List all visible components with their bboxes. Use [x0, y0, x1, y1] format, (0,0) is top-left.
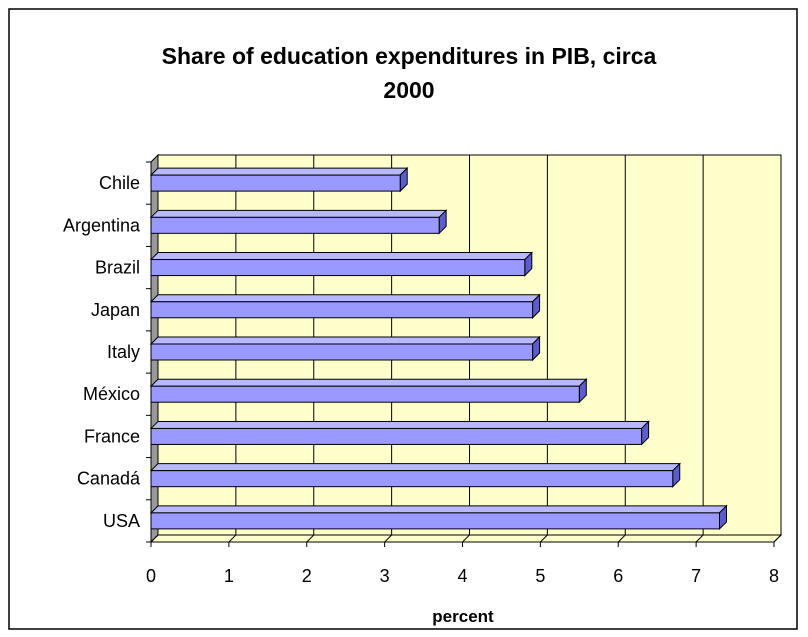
floor-gridline	[150, 534, 159, 543]
bar-front-face	[150, 174, 401, 192]
value-axis: 0 1 2 3 4 5 6 7 8	[146, 566, 779, 586]
bar-front-face	[150, 512, 720, 530]
y-tick-label: Italy	[107, 342, 140, 362]
bar-top-face	[149, 505, 728, 514]
bar-top-face	[149, 463, 681, 472]
floor-gridline	[384, 534, 392, 543]
bar-front-face	[150, 427, 643, 445]
x-axis-title: percent	[432, 607, 494, 626]
bar	[149, 251, 534, 277]
bar-front-face	[150, 301, 534, 319]
floor-gridline	[617, 534, 626, 543]
bar-front-face	[150, 216, 440, 234]
bar-top-face	[149, 252, 534, 261]
y-tick-label: France	[84, 426, 140, 446]
bar	[149, 462, 681, 488]
bar-series	[149, 166, 728, 531]
bar-front-face	[150, 259, 526, 277]
x-tick-label: 2	[302, 566, 312, 586]
bar-top-face	[149, 209, 448, 218]
x-tick-label: 5	[535, 566, 545, 586]
bar-top-face	[149, 336, 541, 345]
floor-gridline	[306, 534, 315, 543]
y-tick-label: México	[83, 384, 140, 404]
bar-front-face	[150, 343, 534, 361]
floor-gridline	[695, 534, 704, 543]
x-tick-label: 7	[691, 566, 701, 586]
floor-gridline	[228, 534, 237, 543]
y-tick-label: Japan	[91, 300, 140, 320]
y-tick-label: Chile	[99, 173, 140, 193]
category-axis: Chile Argentina Brazil Japan Italy México Fran…	[63, 173, 141, 531]
y-tick-label: Argentina	[63, 215, 141, 235]
y-tick-label: USA	[103, 511, 140, 531]
x-tick-label: 6	[613, 566, 623, 586]
bar-front-face	[150, 385, 580, 403]
bar	[149, 420, 650, 446]
x-tick-label: 0	[146, 566, 156, 586]
bar	[149, 166, 409, 193]
floor-gridline	[462, 534, 470, 543]
floor-gridline	[540, 534, 548, 543]
chart-title-line-2: 2000	[383, 77, 434, 103]
bar	[149, 293, 541, 319]
bar	[149, 209, 448, 235]
chart-title-line-1: Share of education expenditures in PIB, …	[162, 43, 657, 69]
x-tick-label: 4	[457, 566, 467, 586]
bar	[149, 335, 541, 362]
floor-gridline	[773, 534, 782, 543]
bar-top-face	[149, 378, 588, 387]
y-tick-label: Brazil	[95, 258, 140, 278]
bar-front-face	[150, 470, 674, 488]
y-tick-label: Canadá	[77, 469, 141, 489]
bar-top-face	[149, 167, 409, 176]
bar	[149, 504, 728, 531]
bar-top-face	[149, 420, 650, 429]
bar-top-face	[149, 294, 541, 303]
bar	[149, 378, 588, 404]
x-tick-label: 8	[769, 566, 779, 586]
x-tick-label: 1	[224, 566, 234, 586]
x-tick-label: 3	[380, 566, 390, 586]
